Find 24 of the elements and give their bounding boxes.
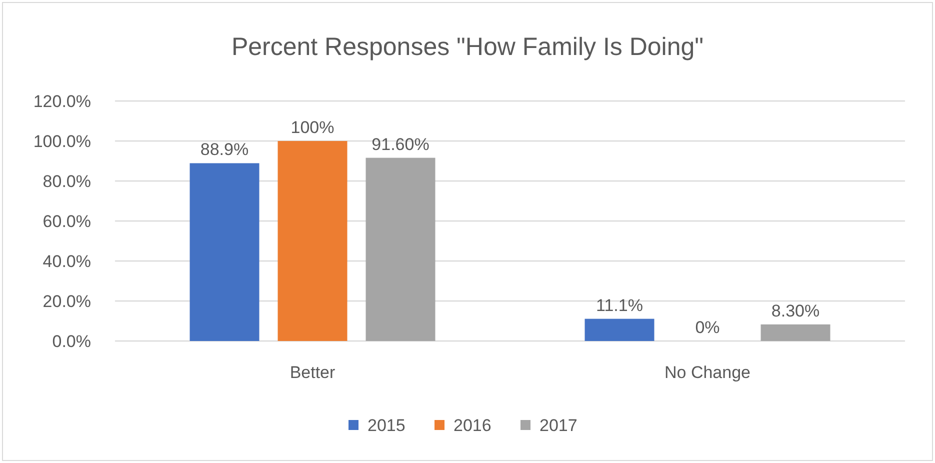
bar <box>278 141 348 341</box>
x-tick-label: Better <box>290 363 336 382</box>
y-tick-label: 0.0% <box>52 332 91 351</box>
legend-label: 2015 <box>368 416 406 435</box>
y-tick-label: 40.0% <box>42 252 91 271</box>
data-label: 11.1% <box>596 296 643 315</box>
chart-title: Percent Responses "How Family Is Doing" <box>231 33 704 61</box>
y-tick-label: 80.0% <box>42 172 91 191</box>
data-label: 8.30% <box>771 301 820 320</box>
y-tick-label: 20.0% <box>42 292 91 311</box>
y-tick-label: 120.0% <box>33 92 91 111</box>
bar <box>584 318 654 341</box>
legend-label: 2016 <box>454 416 492 435</box>
bar <box>760 324 830 341</box>
x-tick-label: No Change <box>664 363 751 382</box>
legend-label: 2017 <box>540 416 578 435</box>
data-label: 100% <box>290 118 334 137</box>
bar <box>190 163 260 341</box>
data-label: 88.9% <box>200 140 249 160</box>
bar <box>366 158 436 341</box>
y-tick-label: 100.0% <box>33 132 91 151</box>
y-tick-label: 60.0% <box>42 212 91 231</box>
data-label: 91.60% <box>372 134 430 154</box>
data-label: 0% <box>695 318 720 337</box>
